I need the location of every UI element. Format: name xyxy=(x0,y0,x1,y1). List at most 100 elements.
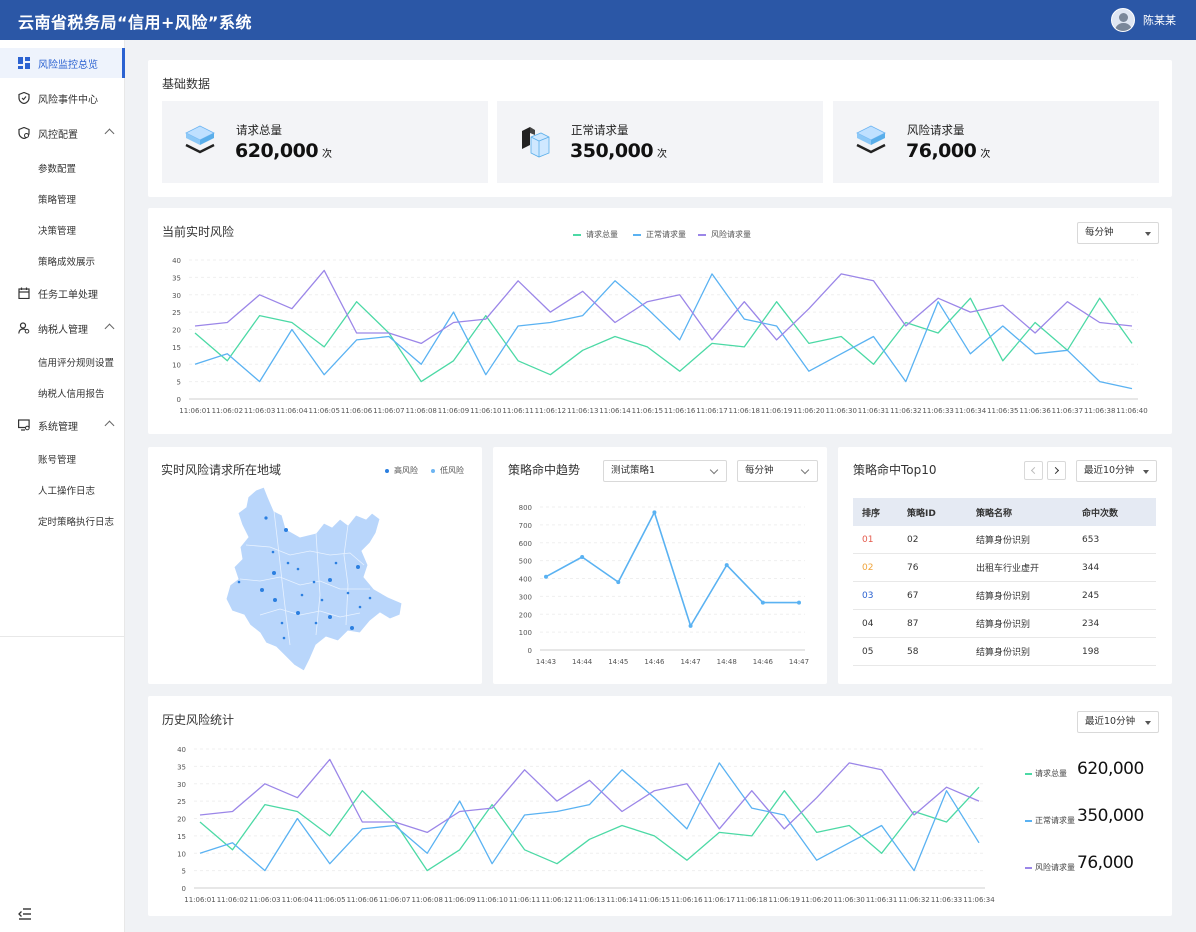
data-point[interactable] xyxy=(760,600,765,605)
stat-value: 76,000 次 xyxy=(906,140,990,162)
x-tick-label: 14:45 xyxy=(608,658,628,666)
series-line[interactable] xyxy=(199,762,980,872)
y-tick-label: 100 xyxy=(519,629,532,637)
series-line[interactable] xyxy=(194,297,1133,383)
sidebar-item-label: 任务工单处理 xyxy=(38,289,98,301)
region-map[interactable] xyxy=(220,485,410,675)
x-tick-label: 11:06:17 xyxy=(696,407,727,415)
user-gear-icon xyxy=(18,322,30,334)
table-row[interactable]: 02 76 出租车行业虚开 344 xyxy=(853,554,1156,582)
data-point[interactable] xyxy=(688,623,693,628)
table-row[interactable]: 03 67 结算身份识别 245 xyxy=(853,582,1156,610)
sidebar-subitem-credit-report[interactable]: 纳税人信用报告 xyxy=(38,389,105,400)
realtime-interval-select[interactable]: 每分钟 xyxy=(1077,222,1159,244)
series-line[interactable] xyxy=(199,758,980,834)
table-row[interactable]: 01 02 结算身份识别 653 xyxy=(853,526,1156,554)
x-tick-label: 11:06:09 xyxy=(438,407,469,415)
sidebar-subitem-scheduled-log[interactable]: 定时策略执行日志 xyxy=(38,517,115,528)
next-page-button[interactable] xyxy=(1047,461,1066,480)
sidebar-item-taxpayer-mgmt[interactable]: 纳税人管理 xyxy=(0,313,125,343)
history-range-select[interactable]: 最近10分钟 xyxy=(1077,711,1159,733)
y-tick-label: 20 xyxy=(172,327,181,335)
sidebar-item-label: 风控配置 xyxy=(38,129,78,141)
strategy-select[interactable]: 测试策略1 xyxy=(603,460,727,482)
y-tick-label: 25 xyxy=(177,798,186,806)
x-tick-label: 11:06:16 xyxy=(671,896,703,904)
x-tick-label: 11:06:33 xyxy=(922,407,953,415)
history-card xyxy=(148,696,1172,916)
user-menu[interactable]: 陈某某 xyxy=(1111,8,1176,32)
stat-value: 350,000 次 xyxy=(570,140,667,162)
legend-low-risk[interactable]: 低风险 xyxy=(431,465,464,476)
avatar[interactable] xyxy=(1111,8,1135,32)
prev-page-button[interactable] xyxy=(1024,461,1043,480)
x-tick-label: 11:06:05 xyxy=(314,896,345,904)
series-line[interactable] xyxy=(545,511,799,627)
strategy-trend-chart: 0 100 200 300 400 500 600 700 800 14:43 14:44 14:45… xyxy=(519,504,809,666)
data-point[interactable] xyxy=(616,580,621,585)
chevron-up-icon[interactable] xyxy=(104,128,115,139)
y-tick-label: 5 xyxy=(182,868,186,876)
sidebar-item-task-orders[interactable]: 任务工单处理 xyxy=(0,278,125,308)
sidebar-subitem-strategy-results[interactable]: 策略成效展示 xyxy=(38,257,96,268)
sidebar-item-risk-config[interactable]: 风控配置 xyxy=(0,118,125,148)
chevron-up-icon[interactable] xyxy=(104,323,115,334)
x-tick-label: 11:06:14 xyxy=(599,407,631,415)
y-tick-label: 0 xyxy=(528,647,532,655)
x-tick-label: 11:06:40 xyxy=(1116,407,1147,415)
sidebar-item-risk-events[interactable]: 风险事件中心 xyxy=(0,83,125,113)
legend-normal[interactable]: 正常请求量 xyxy=(633,229,686,240)
legend-total[interactable]: 请求总量 xyxy=(573,229,618,240)
collapse-sidebar-icon[interactable] xyxy=(18,908,32,920)
table-row[interactable]: 05 58 结算身份识别 198 xyxy=(853,638,1156,666)
sidebar-subitem-accounts[interactable]: 账号管理 xyxy=(38,455,77,466)
x-tick-label: 11:06:17 xyxy=(704,896,735,904)
sidebar-subitem-param-config[interactable]: 参数配置 xyxy=(38,164,77,175)
x-tick-label: 14:46 xyxy=(644,658,665,666)
x-tick-label: 11:06:13 xyxy=(574,896,605,904)
history-total-value: 620,000 xyxy=(1077,759,1144,779)
x-tick-label: 11:06:10 xyxy=(470,407,501,415)
y-tick-label: 30 xyxy=(172,292,181,300)
x-tick-label: 11:06:30 xyxy=(833,896,864,904)
data-point[interactable] xyxy=(724,563,729,568)
sidebar-subitem-decision-mgmt[interactable]: 决策管理 xyxy=(38,226,77,237)
x-tick-label: 11:06:02 xyxy=(217,896,248,904)
x-tick-label: 14:47 xyxy=(789,658,809,666)
series-line[interactable] xyxy=(194,273,1133,390)
x-tick-label: 11:06:14 xyxy=(606,896,638,904)
table-row[interactable]: 04 87 结算身份识别 234 xyxy=(853,610,1156,638)
top10-table: 排序 策略ID 策略名称 命中次数 01 02 结算身份识别 653 02 76… xyxy=(853,498,1156,666)
sidebar-item-system-mgmt[interactable]: 系统管理 xyxy=(0,410,125,440)
y-tick-label: 200 xyxy=(519,611,532,619)
data-point[interactable] xyxy=(797,600,801,605)
calendar-icon xyxy=(18,287,30,299)
trend-interval-select[interactable]: 每分钟 xyxy=(737,460,818,482)
sidebar-subitem-strategy-mgmt[interactable]: 策略管理 xyxy=(38,195,77,206)
x-tick-label: 11:06:15 xyxy=(639,896,670,904)
sidebar-item-risk-overview[interactable]: 风险监控总览 xyxy=(0,48,125,78)
history-legend-normal[interactable]: 正常请求量 350,000 xyxy=(1025,806,1144,826)
data-point[interactable] xyxy=(652,510,657,515)
sidebar-subitem-manual-log[interactable]: 人工操作日志 xyxy=(38,486,96,497)
legend-high-risk[interactable]: 高风险 xyxy=(385,465,418,476)
x-tick-label: 11:06:20 xyxy=(793,407,824,415)
stat-label: 风险请求量 xyxy=(907,123,965,137)
series-line[interactable] xyxy=(194,269,1133,345)
legend-risk[interactable]: 风险请求量 xyxy=(698,229,751,240)
series-line[interactable] xyxy=(199,786,980,872)
y-tick-label: 400 xyxy=(519,576,532,584)
history-legend-risk[interactable]: 风险请求量 76,000 xyxy=(1025,853,1134,873)
chevron-right-icon xyxy=(1051,466,1060,475)
chevron-up-icon[interactable] xyxy=(104,420,115,431)
x-tick-label: 11:06:36 xyxy=(1019,407,1051,415)
data-point[interactable] xyxy=(544,574,548,579)
sidebar-item-label: 风险监控总览 xyxy=(38,59,98,71)
data-point[interactable] xyxy=(580,555,585,560)
top10-range-select[interactable]: 最近10分钟 xyxy=(1076,460,1157,482)
history-legend-total[interactable]: 请求总量 620,000 xyxy=(1025,759,1144,779)
history-risk-value: 76,000 xyxy=(1077,853,1134,873)
sidebar-subitem-credit-rules[interactable]: 信用评分规则设置 xyxy=(38,358,115,369)
x-tick-label: 11:06:32 xyxy=(898,896,929,904)
username[interactable]: 陈某某 xyxy=(1143,14,1176,27)
